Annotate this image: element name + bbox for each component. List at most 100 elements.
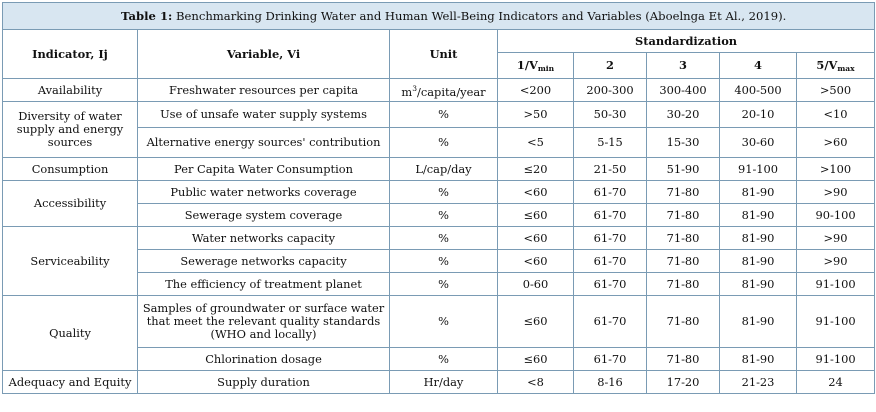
level-cell: 50-30: [573, 101, 647, 128]
level-cell: 90-100: [795, 203, 876, 227]
level-cell: <60: [497, 226, 574, 250]
header-level-5: 5/Vmax: [795, 52, 876, 79]
level-cell: 8-16: [573, 370, 647, 394]
level-cell: 81-90: [719, 272, 797, 296]
level-cell: 24: [795, 370, 876, 394]
level-cell: >500: [795, 78, 876, 102]
table-row: Accessibility Public water networks cove…: [2, 180, 876, 227]
level-cell: 61-70: [573, 295, 647, 348]
indicator-cell: Adequacy and Equity: [2, 370, 138, 394]
benchmark-table: Table 1: Benchmarking Drinking Water and…: [1, 2, 876, 394]
header-variable: Variable, Vi: [137, 29, 390, 79]
level-cell: >60: [795, 127, 876, 158]
unit-cell: L/cap/day: [389, 157, 498, 181]
table-row: Sewerage system coverage % ≤60 61-70 71-…: [3, 203, 876, 227]
level-cell: 91-100: [795, 295, 876, 348]
variable-cell: Water networks capacity: [137, 226, 390, 250]
level-cell: 400-500: [719, 78, 797, 102]
table-row: Availability Freshwater resources per ca…: [2, 78, 876, 102]
variable-cell: Samples of groundwater or surface water …: [137, 295, 390, 348]
level-cell: 51-90: [646, 157, 720, 181]
variable-cell: Chlorination dosage: [137, 347, 390, 371]
level-cell: 91-100: [719, 157, 797, 181]
header-level-3: 3: [646, 52, 720, 79]
unit-cell: Hr/day: [389, 370, 498, 394]
indicator-cell: Availability: [2, 78, 138, 102]
level-cell: 81-90: [719, 295, 797, 348]
level-cell: ≤60: [497, 203, 574, 227]
variable-cell: Freshwater resources per capita: [137, 78, 390, 102]
level-cell: <60: [497, 180, 574, 204]
table-row: Consumption Per Capita Water Consumption…: [2, 157, 876, 181]
variable-cell: Use of unsafe water supply systems: [137, 101, 390, 128]
level-cell: 5-15: [573, 127, 647, 158]
table-row: Sewerage networks capacity % <60 61-70 7…: [3, 249, 876, 273]
level-cell: 81-90: [719, 203, 797, 227]
level-cell: >90: [795, 249, 876, 273]
table-row: Quality Samples of groundwater or surfac…: [2, 295, 876, 371]
unit-cell: %: [389, 295, 498, 348]
header-level-2: 2: [573, 52, 647, 79]
level-cell: 30-20: [646, 101, 720, 128]
table-caption: Table 1: Benchmarking Drinking Water and…: [1, 2, 876, 30]
variable-cell: Alternative energy sources' contribution: [137, 127, 390, 158]
level-cell: <5: [497, 127, 574, 158]
level-cell: 81-90: [719, 226, 797, 250]
level-cell: 81-90: [719, 249, 797, 273]
level-cell: 61-70: [573, 180, 647, 204]
level-cell: 21-23: [719, 370, 797, 394]
indicator-cell: Serviceability: [2, 226, 138, 296]
benchmark-table-container: Table 1: Benchmarking Drinking Water and…: [1, 2, 876, 394]
unit-cell: %: [389, 127, 498, 158]
level-cell: 300-400: [646, 78, 720, 102]
level-cell: >90: [795, 226, 876, 250]
table-caption-label: Table 1:: [121, 8, 173, 23]
variable-cell: Per Capita Water Consumption: [137, 157, 390, 181]
level-cell: 91-100: [795, 272, 876, 296]
indicator-cell: Accessibility: [2, 180, 138, 227]
level-cell: 61-70: [573, 347, 647, 371]
variable-cell: Public water networks coverage: [137, 180, 390, 204]
variable-cell: Sewerage networks capacity: [137, 249, 390, 273]
level-cell: 61-70: [573, 272, 647, 296]
level-cell: 61-70: [573, 203, 647, 227]
table-row: Adequacy and Equity Supply duration Hr/d…: [2, 370, 876, 394]
level-cell: 81-90: [719, 347, 797, 371]
variable-cell: Sewerage system coverage: [137, 203, 390, 227]
level-cell: 200-300: [573, 78, 647, 102]
level-cell: 71-80: [646, 295, 720, 348]
level-cell: ≤60: [497, 295, 574, 348]
level-cell: 61-70: [573, 249, 647, 273]
level-cell: >90: [795, 180, 876, 204]
unit-cell: %: [389, 249, 498, 273]
level-cell: ≤20: [497, 157, 574, 181]
level-cell: 15-30: [646, 127, 720, 158]
level-cell: 71-80: [646, 180, 720, 204]
level-cell: 91-100: [795, 347, 876, 371]
header-standardization: Standardization: [496, 29, 876, 53]
level-cell: 71-80: [646, 203, 720, 227]
indicator-cell: Diversity of water supply and energy sou…: [2, 101, 138, 158]
level-cell: 81-90: [719, 180, 797, 204]
header-indicator: Indicator, Ij: [2, 29, 138, 79]
level-cell: <200: [497, 78, 574, 102]
level-cell: 71-80: [646, 272, 720, 296]
level-cell: ≤60: [497, 347, 574, 371]
header-level-4: 4: [719, 52, 797, 79]
level-cell: <10: [795, 101, 876, 128]
header-unit: Unit: [389, 29, 498, 79]
level-cell: 0-60: [497, 272, 574, 296]
unit-cell: m3/capita/year: [389, 78, 498, 102]
unit-cell: %: [389, 101, 498, 128]
level-cell: 20-10: [719, 101, 797, 128]
indicator-cell: Quality: [2, 295, 138, 371]
header-level-1: 1/Vmin: [497, 52, 574, 79]
variable-cell: The efficiency of treatment planet: [137, 272, 390, 296]
unit-cell: %: [389, 180, 498, 204]
unit-cell: %: [389, 272, 498, 296]
level-cell: <8: [497, 370, 574, 394]
level-cell: 21-50: [573, 157, 647, 181]
level-cell: 71-80: [646, 249, 720, 273]
level-cell: 71-80: [646, 226, 720, 250]
table-row: The efficiency of treatment planet % 0-6…: [3, 272, 876, 296]
